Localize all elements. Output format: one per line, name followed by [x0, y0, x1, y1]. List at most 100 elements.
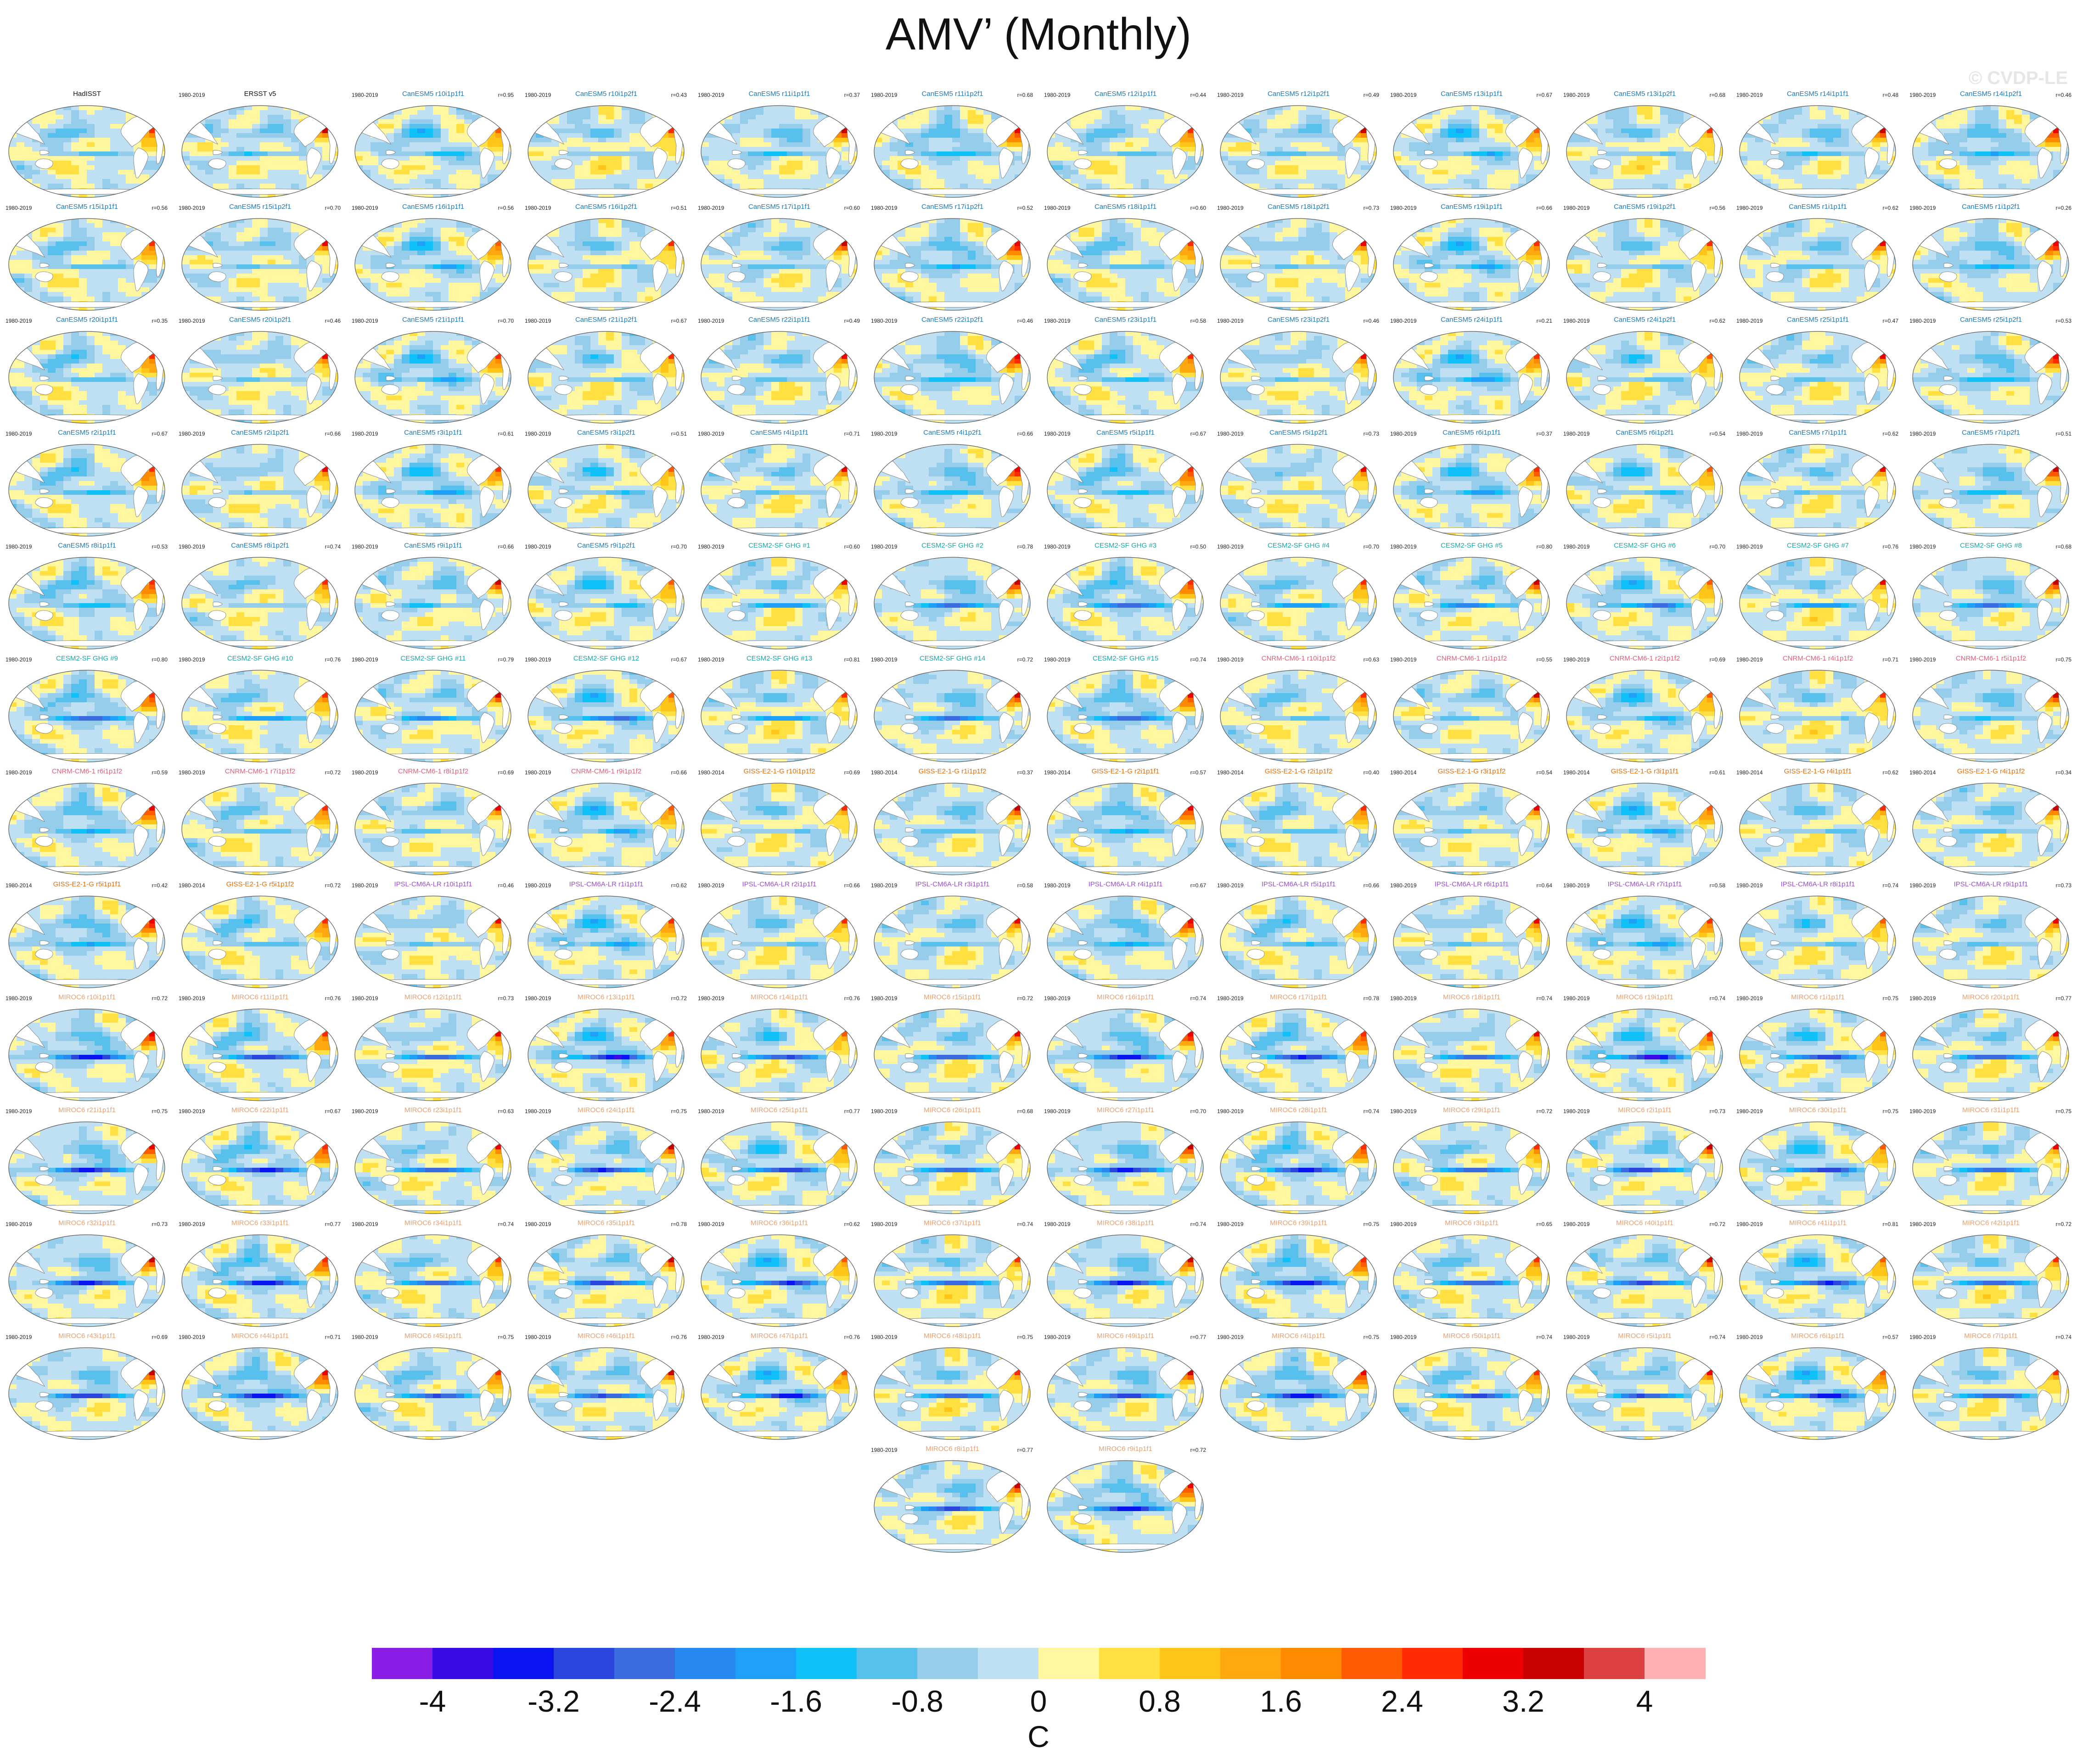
sst-cell [1228, 161, 1236, 166]
sst-cell [56, 138, 64, 143]
sst-cell [622, 174, 630, 179]
sst-cell [559, 124, 567, 129]
sst-cell [322, 165, 331, 170]
sst-cell [732, 115, 741, 120]
sst-cell [1259, 142, 1268, 147]
sst-cell [386, 184, 394, 189]
sst-cell [48, 170, 56, 175]
sst-cell [1833, 165, 1841, 170]
sst-cell [1763, 142, 1771, 147]
sst-cell [803, 115, 811, 120]
sst-cell [614, 161, 622, 166]
sst-cell [1156, 151, 1165, 157]
sst-cell [724, 142, 733, 147]
sst-cell [763, 170, 772, 175]
sst-cell [1440, 151, 1448, 157]
sst-cell [322, 110, 331, 115]
sst-cell [968, 165, 976, 170]
sst-cell [944, 165, 953, 170]
sst-cell [2014, 161, 2022, 166]
sst-cell [1810, 115, 1818, 120]
sst-cell [921, 129, 929, 134]
sst-cell [898, 188, 906, 193]
sst-cell [1771, 193, 1779, 198]
sst-cell [1645, 147, 1653, 152]
sst-cell [1967, 170, 1976, 175]
sst-cell [1401, 193, 1409, 198]
sst-cell [1526, 110, 1534, 115]
sst-cell [157, 115, 165, 120]
sst-cell [756, 184, 764, 189]
sst-cell [968, 142, 976, 147]
sst-cell [495, 174, 504, 179]
sst-cell [968, 174, 976, 179]
sst-cell [1676, 193, 1684, 198]
sst-cell [1456, 138, 1464, 143]
sst-cell [1141, 174, 1149, 179]
sst-cell [449, 161, 457, 166]
sst-cell [252, 138, 260, 143]
sst-cell [1637, 161, 1645, 166]
sst-cell [748, 129, 756, 134]
sst-cell [1944, 106, 1952, 111]
sst-cell [87, 156, 95, 161]
sst-cell [1487, 124, 1495, 129]
sst-cell [732, 170, 741, 175]
sst-cell [1330, 142, 1338, 147]
sst-cell [1872, 184, 1881, 189]
sst-cell [1322, 142, 1330, 147]
sst-cell [1228, 193, 1236, 198]
sst-cell [1306, 170, 1314, 175]
sst-cell [1699, 188, 1707, 193]
sst-cell [229, 156, 237, 161]
sst-cell [1471, 110, 1480, 115]
sst-cell [849, 193, 858, 198]
sst-cell [79, 218, 87, 224]
sst-cell [890, 193, 898, 198]
sst-cell [976, 115, 984, 120]
sst-cell [779, 179, 787, 184]
sst-cell [1337, 165, 1346, 170]
sst-cell [330, 106, 338, 111]
sst-cell [551, 106, 560, 111]
sst-cell [402, 165, 410, 170]
sst-cell [118, 110, 126, 115]
sst-cell [1590, 174, 1598, 179]
sst-cell [629, 138, 638, 143]
sst-cell [834, 184, 842, 189]
sst-cell [330, 110, 338, 115]
sst-cell [1590, 151, 1598, 157]
sst-cell [236, 119, 245, 124]
sst-cell [410, 119, 418, 124]
sst-cell [236, 165, 245, 170]
sst-cell [1998, 179, 2007, 184]
sst-cell [1055, 170, 1063, 175]
sst-cell [1456, 133, 1464, 138]
panel-pattern-correlation: r=0.95 [498, 92, 514, 98]
sst-cell [834, 188, 842, 193]
sst-cell [960, 156, 968, 161]
sst-cell [1479, 174, 1488, 179]
sst-cell [1629, 161, 1637, 166]
sst-cell [1479, 151, 1488, 157]
sst-cell [803, 151, 811, 157]
sst-cell [268, 138, 276, 143]
sst-cell [87, 184, 95, 189]
sst-cell [1629, 138, 1637, 143]
sst-cell [95, 138, 103, 143]
sst-cell [1810, 151, 1818, 157]
sst-cell [1747, 161, 1756, 166]
sst-cell [1164, 156, 1173, 161]
sst-cell [1188, 110, 1196, 115]
sst-cell [818, 161, 826, 166]
sst-cell [355, 193, 363, 198]
sst-cell [456, 110, 465, 115]
sst-cell [709, 115, 717, 120]
sst-cell [803, 184, 811, 189]
sst-cell [1409, 165, 1417, 170]
sst-cell [1259, 110, 1268, 115]
sst-cell [1156, 174, 1165, 179]
sst-cell [1715, 188, 1723, 193]
sst-cell [1684, 151, 1692, 157]
sst-cell [645, 156, 653, 161]
